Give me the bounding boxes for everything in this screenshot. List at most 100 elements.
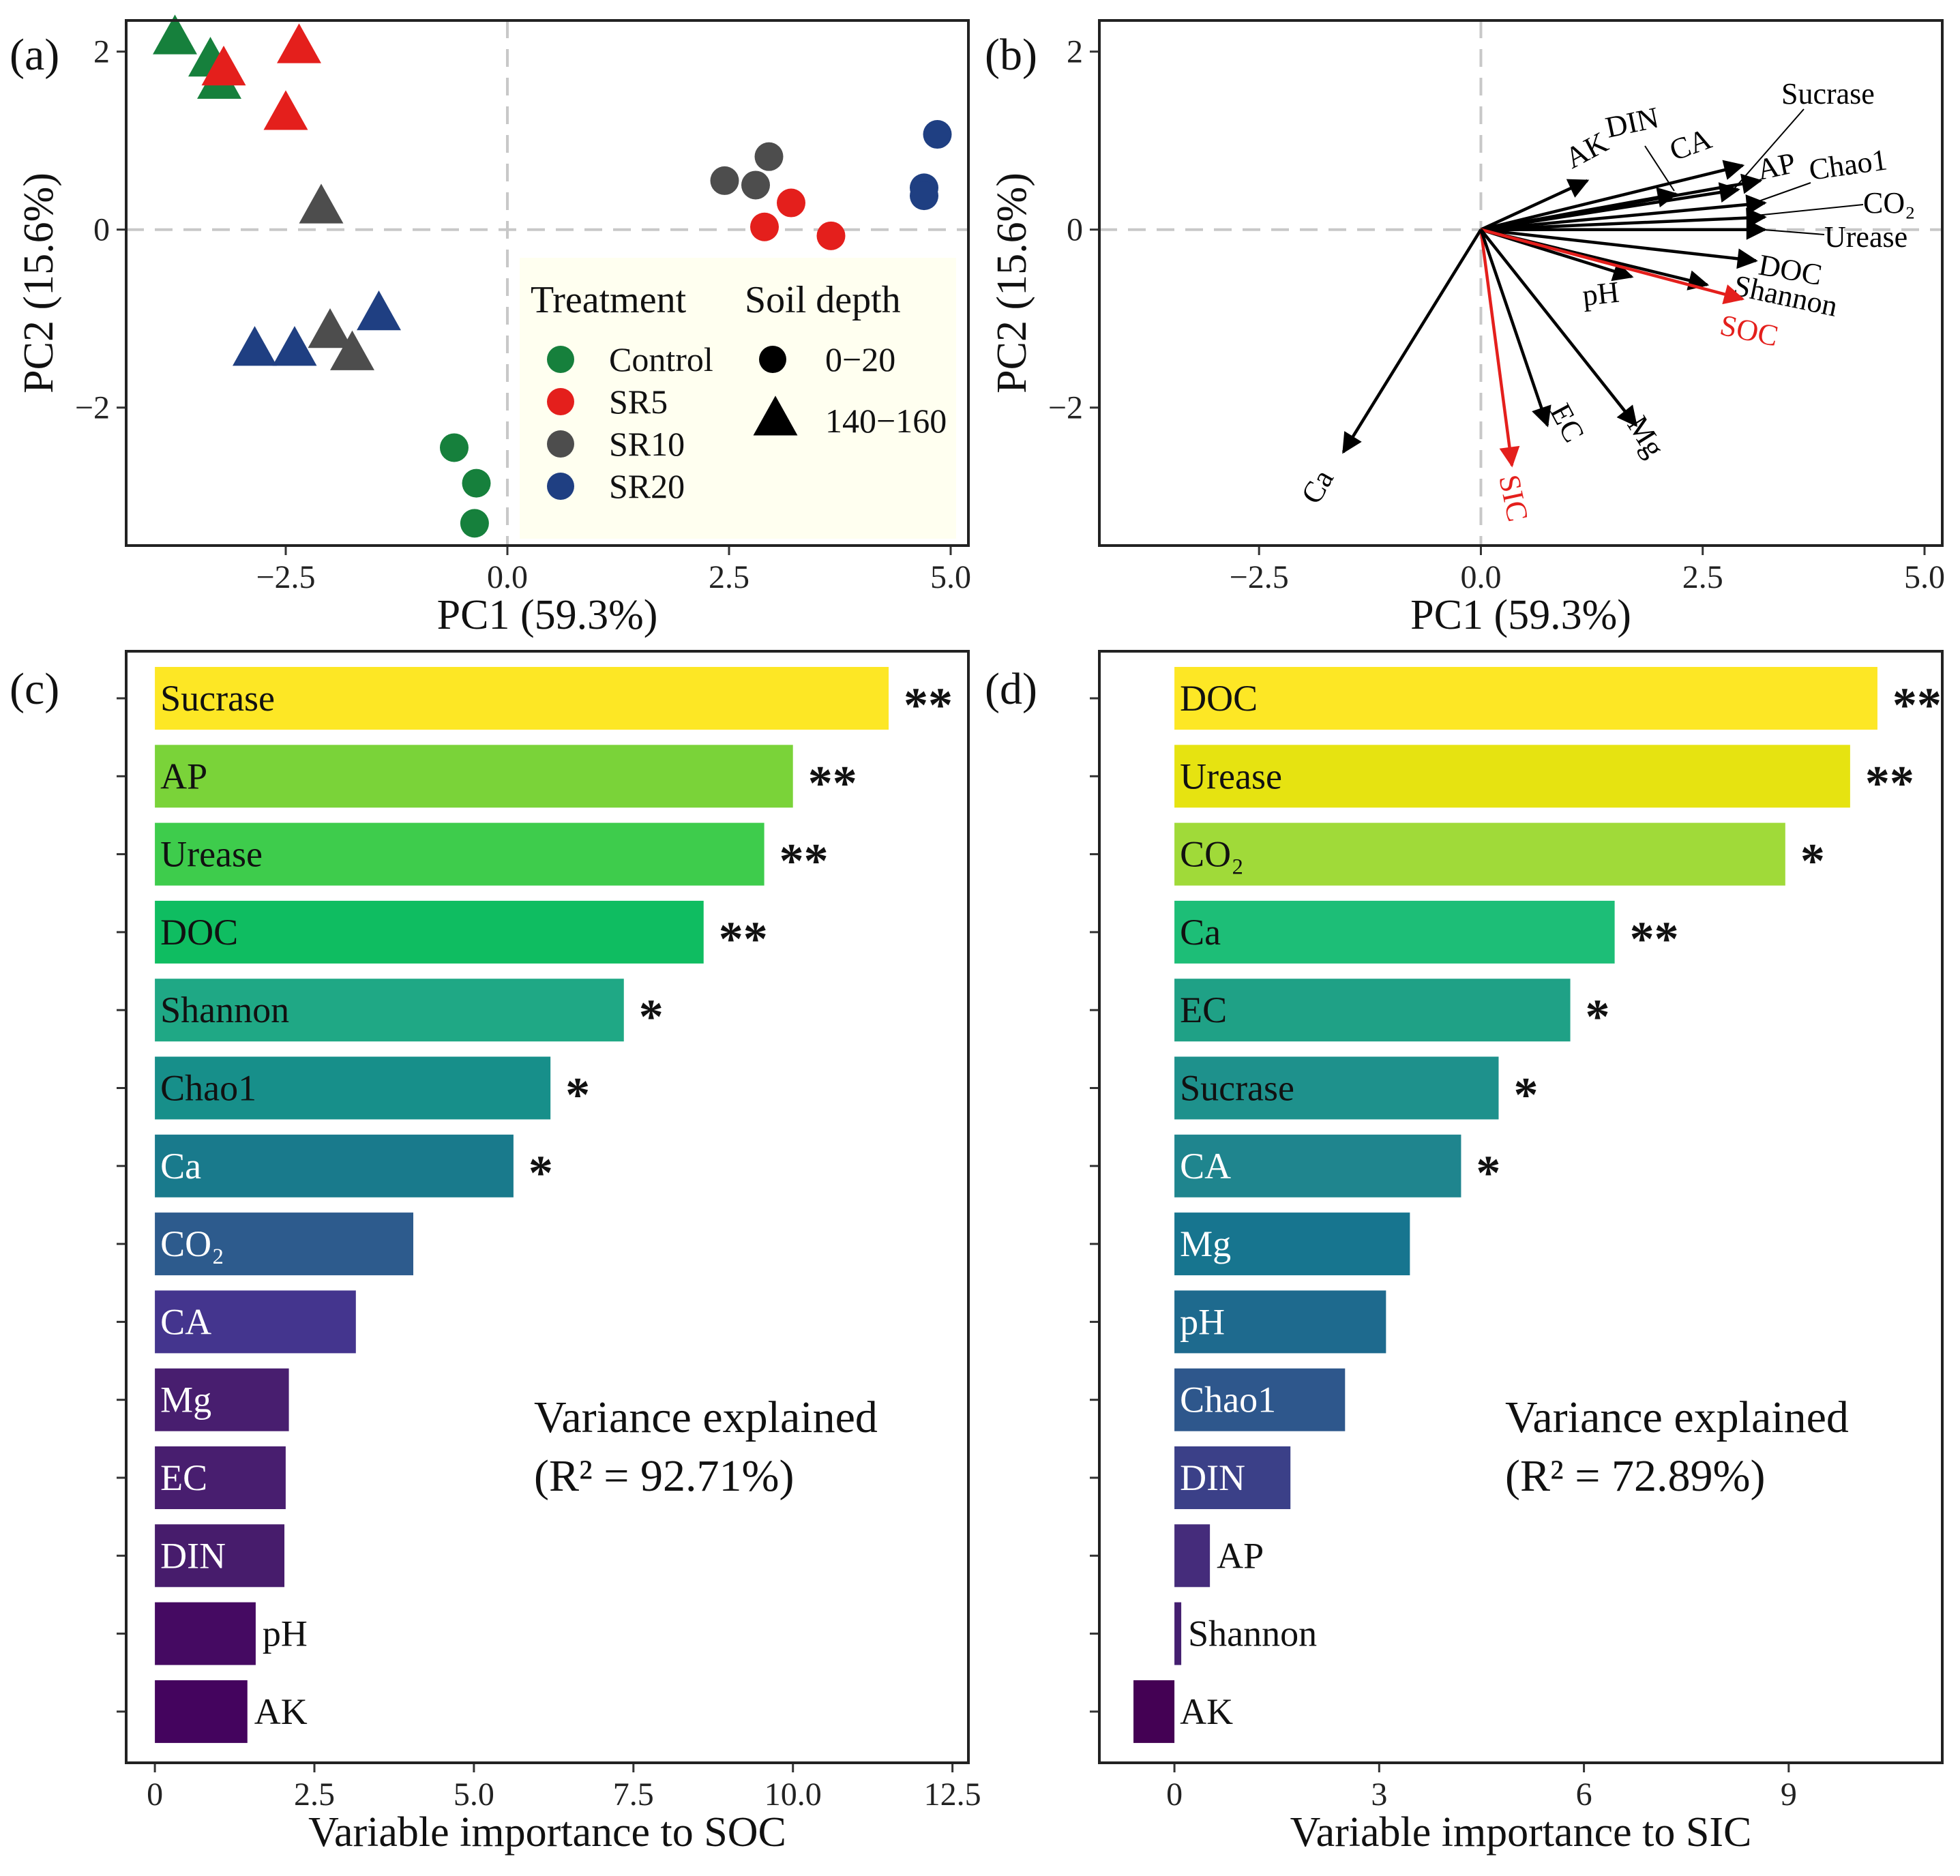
loading-arrow-soc: [1480, 228, 1745, 305]
significance-mark-chao1: *: [565, 1068, 590, 1122]
loading-arrow-ec: [1479, 228, 1551, 428]
bar-urease: [1174, 745, 1850, 808]
significance-mark-ca: *: [1476, 1146, 1500, 1200]
y-tick-label: −2: [75, 390, 110, 426]
bar-ak: [155, 1680, 248, 1743]
y-axis-title: PC2 (15.6%): [16, 173, 62, 393]
bar-ec: [155, 1446, 286, 1509]
bar-chao1: [155, 1056, 551, 1120]
bar-sucrase: [1174, 1056, 1499, 1120]
loading-label-ph: pH: [1581, 276, 1621, 312]
bar-label-din: DIN: [160, 1535, 226, 1576]
bar-label-ak: AK: [1180, 1691, 1233, 1732]
loading-arrow-mg: [1479, 228, 1638, 428]
x-tick-label: −2.5: [256, 559, 315, 595]
legend-key-sr5: [547, 388, 574, 415]
point-sr20-subsoil: [357, 290, 401, 331]
bar-label-ca: Ca: [160, 1146, 201, 1187]
point-sr10-subsoil: [330, 330, 374, 370]
bar-label-shannon: Shannon: [1188, 1613, 1317, 1654]
bar-label-ak: AK: [254, 1691, 308, 1732]
significance-mark-sucrase: *: [1513, 1068, 1538, 1122]
loading-arrow-ca: [1341, 228, 1483, 454]
point-control-topsoil: [460, 509, 489, 538]
x-axis-title: Variable importance to SIC: [1290, 1809, 1752, 1856]
loading-arrow-chao1: [1481, 194, 1767, 231]
legend-label-sr5: SR5: [609, 383, 668, 421]
bar-label-sucrase: Sucrase: [1180, 1068, 1294, 1109]
x-tick-label: 10.0: [764, 1776, 822, 1813]
y-tick-label: 0: [1067, 212, 1083, 248]
bar-label-chao1: Chao1: [1180, 1380, 1276, 1420]
label-leader-co2: [1755, 204, 1864, 216]
bar-doc: [155, 900, 704, 964]
bar-label-chao1: Chao1: [160, 1068, 256, 1109]
x-tick-label: 2.5: [294, 1776, 335, 1813]
bar-label-ec: EC: [1180, 989, 1227, 1030]
point-sr5-subsoil: [201, 46, 246, 86]
legend: Treatment Soil depth Control SR5 SR10 SR20 0−2…: [520, 258, 956, 539]
point-sr10-topsoil: [710, 166, 739, 195]
x-tick-label: 3: [1371, 1776, 1387, 1813]
point-sr10-topsoil: [754, 142, 784, 171]
x-tick-label: 0.0: [1460, 559, 1501, 595]
loading-label-ec: EC: [1543, 398, 1591, 448]
loading-label-ca: CA: [1665, 121, 1716, 167]
significance-mark-co2: *: [1800, 834, 1825, 889]
loading-label-ca: Ca: [1294, 464, 1340, 509]
significance-mark-sucrase: **: [904, 678, 953, 732]
significance-mark-ca: *: [529, 1146, 553, 1200]
legend-key-topsoil: [759, 346, 786, 373]
point-sr20-topsoil: [910, 181, 938, 211]
x-tick-label: 0.0: [487, 559, 528, 595]
legend-label-control: Control: [609, 340, 713, 378]
bar-label-doc: DOC: [1180, 678, 1258, 719]
panel-label: (b): [985, 30, 1037, 80]
plot-frame-a: [125, 19, 970, 547]
legend-label-sr20: SR20: [609, 467, 685, 505]
x-tick-label: 0: [147, 1776, 163, 1813]
loading-arrow-sic: [1479, 229, 1520, 468]
bar-label-ec: EC: [160, 1457, 207, 1498]
loading-label-urease: Urease: [1824, 220, 1907, 254]
bar-label-mg: Mg: [160, 1380, 211, 1420]
y-axis-title: PC2 (15.6%): [989, 173, 1035, 393]
x-tick-label: 9: [1781, 1776, 1797, 1813]
significance-mark-doc: **: [1892, 678, 1942, 732]
point-sr5-subsoil: [277, 23, 321, 63]
point-sr5-topsoil: [777, 188, 805, 218]
loading-label-sucrase: Sucrase: [1781, 77, 1875, 110]
loading-arrow-ak: [1480, 179, 1590, 231]
loading-arrow-ca: [1480, 160, 1745, 231]
bar-label-urease: Urease: [1180, 756, 1282, 796]
legend-key-sr10: [547, 430, 574, 458]
loading-label-ak: AK: [1560, 125, 1614, 175]
bar-sucrase: [155, 667, 889, 730]
x-tick-label: 2.5: [1682, 559, 1723, 595]
x-tick-label: −2.5: [1230, 559, 1289, 595]
significance-mark-shannon: *: [639, 989, 664, 1044]
bar-ph: [155, 1602, 256, 1665]
bar-label-ph: pH: [1180, 1301, 1225, 1342]
point-sr20-subsoil: [272, 326, 317, 366]
loading-label-din: DIN: [1603, 101, 1662, 145]
point-control-topsoil: [440, 433, 469, 462]
loading-arrow-co2: [1481, 207, 1767, 231]
bar-mg: [1174, 1212, 1410, 1276]
panel-label: (a): [10, 30, 59, 80]
x-tick-label: 6: [1576, 1776, 1592, 1813]
panel-label: (c): [10, 664, 59, 714]
loading-label-chao1: Chao1: [1807, 143, 1890, 187]
bar-mg: [155, 1368, 289, 1431]
x-axis-title: PC1 (59.3%): [1410, 592, 1631, 638]
loading-arrow-ap: [1481, 173, 1763, 231]
legend-key-control: [547, 346, 574, 373]
significance-mark-urease: **: [779, 834, 829, 889]
bar-label-ap: AP: [1217, 1535, 1264, 1576]
bar-label-shannon: Shannon: [160, 989, 289, 1030]
bar-co2: [155, 1212, 414, 1276]
legend-label-subsoil: 140−160: [825, 402, 947, 440]
bar-label-ca: CA: [160, 1301, 211, 1342]
bar-ec: [1174, 979, 1571, 1042]
point-sr5-topsoil: [816, 221, 846, 250]
